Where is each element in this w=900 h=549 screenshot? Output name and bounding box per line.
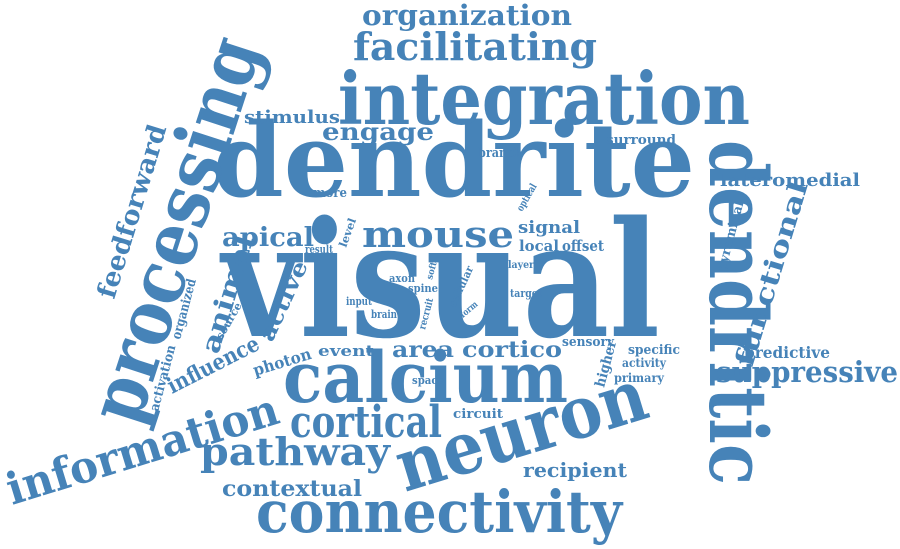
- word-activity: activity: [622, 356, 667, 370]
- word-primary: primary: [614, 371, 665, 385]
- word-circuit: circuit: [453, 407, 503, 422]
- word-local: local: [519, 237, 559, 255]
- word-brain: brain: [371, 308, 397, 321]
- word-cortical: cortical: [290, 397, 442, 448]
- word-contextual: contextual: [222, 476, 362, 502]
- word-pathway: pathway: [200, 429, 391, 474]
- word-apical: apical: [222, 223, 314, 253]
- word-connectivity: connectivity: [256, 478, 624, 546]
- word-axon: axon: [389, 272, 415, 285]
- word-more: more: [313, 186, 347, 201]
- word-sensory: sensory: [562, 335, 614, 350]
- word-suppressive: suppressive: [716, 355, 898, 389]
- word-event: event: [318, 342, 374, 360]
- word-lateromedial: lateromedial: [720, 170, 860, 191]
- word-stimulus: stimulus: [244, 107, 340, 128]
- word-recipient: recipient: [523, 458, 628, 482]
- word-branch: branch: [478, 146, 522, 161]
- word-soft: soft: [425, 260, 440, 281]
- word-result: result: [305, 243, 334, 256]
- word-signal: signal: [518, 218, 581, 238]
- word-mouse: mouse: [362, 214, 514, 256]
- word-surround: surround: [606, 133, 676, 148]
- word-predictive: predictive: [744, 343, 830, 362]
- word-dendrite: dendrite: [213, 101, 695, 221]
- word-facilitating: facilitating: [353, 24, 597, 69]
- word-space: space: [412, 374, 444, 387]
- word-visual: visual: [219, 186, 660, 374]
- word-layer: layer: [508, 260, 535, 271]
- word-dendritic: dendritic: [691, 140, 785, 485]
- word-organization: organization: [362, 0, 572, 32]
- word-calcium: calcium: [283, 336, 568, 419]
- word-integration: integration: [338, 56, 750, 141]
- word-offset: offset: [562, 237, 604, 255]
- word-area: area: [392, 337, 454, 363]
- word-cortico: cortico: [462, 337, 562, 363]
- word-specific: specific: [628, 343, 680, 358]
- word-engage: engage: [322, 117, 434, 146]
- word-input: input: [346, 295, 373, 308]
- word-spine: spine: [408, 282, 438, 295]
- word-target: target: [510, 287, 543, 300]
